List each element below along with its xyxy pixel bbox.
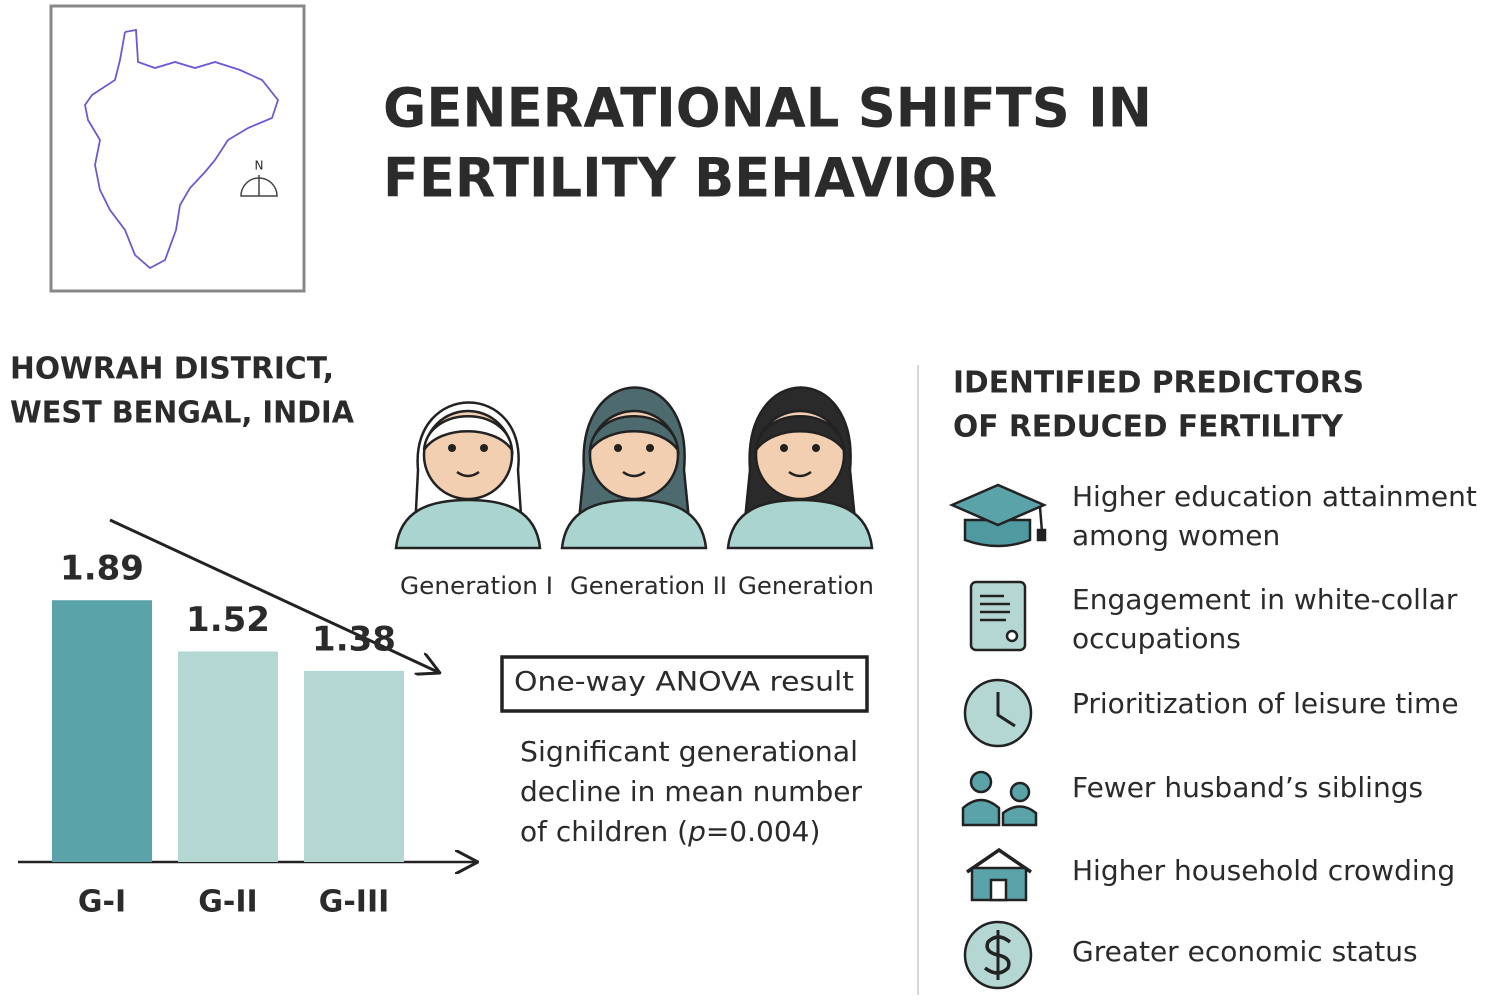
value-label: 1.52 <box>186 600 270 640</box>
icon-dollar <box>963 920 1033 990</box>
predictor-text: Higher household crowding <box>1072 854 1455 887</box>
map-frame <box>49 4 306 293</box>
generation-label: Generation II <box>570 572 727 600</box>
woman-icon <box>726 386 874 550</box>
bar <box>304 670 404 862</box>
anova-text: decline in mean number <box>520 775 862 808</box>
icon-siblings <box>961 770 1038 827</box>
predictor-text: occupations <box>1072 622 1241 655</box>
location-line: WEST BENGAL, INDIA <box>10 396 355 431</box>
icon-education <box>948 483 1048 548</box>
predictor-text: Higher education attainment <box>1072 480 1477 513</box>
generation-icons <box>394 386 874 550</box>
map-outline <box>84 28 280 270</box>
value-label: 1.89 <box>60 549 144 589</box>
anova-box <box>500 655 869 713</box>
predictors-heading: IDENTIFIED PREDICTORS <box>953 366 1364 401</box>
title-line: GENERATIONAL SHIFTS IN <box>383 77 1152 140</box>
icon-document <box>969 580 1027 652</box>
woman-icon <box>394 401 542 550</box>
anova-text-part: of children ( <box>520 815 688 848</box>
predictor-text: Engagement in white-collar <box>1072 583 1458 616</box>
value-label: 1.38 <box>312 619 396 659</box>
bar <box>52 600 152 862</box>
generation-label: Generation I <box>400 572 553 600</box>
north-label: N <box>255 159 264 173</box>
generation-label: Generation <box>738 572 874 600</box>
x-tick-label: G-III <box>319 885 390 920</box>
predictors-heading: OF REDUCED FERTILITY <box>953 410 1344 445</box>
woman-icon <box>560 386 708 550</box>
title-line: FERTILITY BEHAVIOR <box>383 147 997 210</box>
x-tick-label: G-II <box>198 885 257 920</box>
north-arrow <box>240 175 278 197</box>
icon-house <box>966 847 1032 902</box>
anova-text: of children (p=0.004) <box>520 815 820 848</box>
icon-clock <box>963 678 1033 748</box>
anova-text-part: p <box>687 815 706 848</box>
anova-text: Significant generational <box>520 735 858 768</box>
trend-arrow <box>109 518 440 673</box>
predictor-text: Greater economic status <box>1072 935 1418 968</box>
predictor-text: among women <box>1072 519 1280 552</box>
location-line: HOWRAH DISTRICT, <box>10 352 334 387</box>
predictor-text: Fewer husband’s siblings <box>1072 771 1423 804</box>
predictor-text: Prioritization of leisure time <box>1072 687 1459 720</box>
bar <box>178 651 278 862</box>
x-tick-label: G-I <box>78 885 126 920</box>
anova-text-part: =0.004) <box>706 815 821 848</box>
anova-label: One-way ANOVA result <box>514 667 854 698</box>
